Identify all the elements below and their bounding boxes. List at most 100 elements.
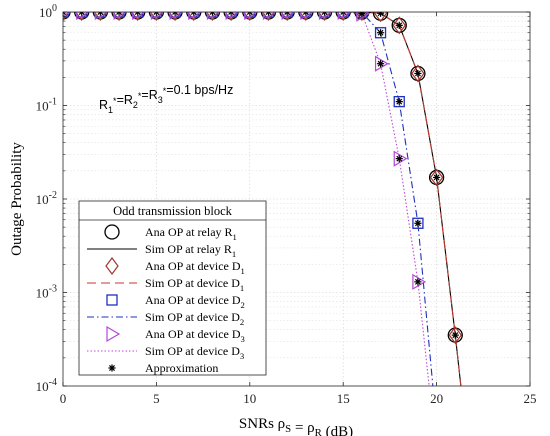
y-tick-label: 100	[39, 3, 57, 20]
data-point-ana-op-at-device-d-2	[300, 12, 312, 18]
data-point-approximation	[171, 12, 179, 16]
data-point-approximation	[264, 12, 273, 16]
data-point-ana-op-at-device-d-3	[225, 12, 240, 21]
legend-marker-swatch	[106, 325, 121, 343]
data-point-ana-op-at-device-d-1	[130, 12, 145, 21]
data-point-ana-op-at-device-d-3	[150, 12, 165, 21]
data-point-approximation	[395, 155, 403, 163]
asterisk-stroke	[63, 12, 66, 15]
legend-label: Sim OP at device D2	[145, 310, 244, 327]
asterisk-stroke	[433, 174, 440, 181]
asterisk-stroke	[286, 12, 291, 15]
asterisk-stroke	[230, 12, 235, 15]
data-point-ana-op-at-device-d-2	[374, 27, 387, 39]
data-point-ana-op-at-device-d-2	[412, 217, 424, 229]
data-point-ana-op-at-relay-r-1	[242, 12, 258, 20]
asterisk-stroke	[358, 12, 365, 17]
y-tick-label: 10-4	[36, 377, 57, 394]
data-point-approximation	[414, 69, 422, 78]
asterisk-stroke	[396, 155, 403, 162]
asterisk-stroke	[246, 12, 251, 15]
asterisk-stroke	[136, 12, 141, 15]
asterisk-stroke	[321, 12, 326, 15]
series-line-sim-op-at-device-d-1	[63, 12, 462, 386]
asterisk-stroke	[265, 12, 270, 15]
data-point-ana-op-at-device-d-3	[76, 12, 90, 21]
asterisk-stroke	[78, 12, 83, 15]
legend-box	[78, 200, 267, 376]
data-point-ana-op-at-device-d-3	[113, 12, 128, 21]
asterisk-stroke	[80, 12, 85, 15]
data-point-ana-op-at-device-d-1	[112, 12, 126, 21]
data-point-ana-op-at-device-d-2	[244, 12, 256, 18]
asterisk-stroke	[284, 12, 289, 15]
legend-title: Odd transmission block	[113, 204, 232, 218]
data-point-ana-op-at-relay-r-1	[223, 12, 239, 20]
data-point-ana-op-at-device-d-1	[93, 12, 108, 21]
legend-entry: Approximation	[108, 361, 218, 375]
legend-entry: Sim OP at device D2	[87, 310, 244, 327]
asterisk-stroke	[172, 12, 176, 15]
data-point-ana-op-at-device-d-1	[411, 64, 425, 83]
data-point-approximation	[320, 12, 329, 16]
data-point-approximation	[190, 12, 198, 16]
data-point-approximation	[358, 12, 366, 18]
data-point-ana-op-at-device-d-1	[317, 12, 332, 21]
x-tick-label: 0	[60, 391, 67, 406]
data-point-ana-op-at-device-d-3	[337, 12, 352, 21]
data-point-ana-op-at-device-d-1	[392, 16, 406, 35]
legend-marker-swatch	[105, 257, 119, 275]
asterisk-stroke	[304, 12, 309, 15]
data-point-ana-op-at-device-d-2	[76, 12, 88, 18]
asterisk-stroke	[396, 22, 403, 29]
legend-marker-swatch	[108, 364, 116, 372]
asterisk-stroke	[118, 12, 122, 15]
data-point-ana-op-at-device-d-1	[373, 12, 388, 23]
data-point-approximation	[451, 331, 459, 339]
asterisk-stroke	[97, 12, 102, 15]
data-point-ana-op-at-device-d-1	[429, 168, 444, 187]
asterisk-stroke	[342, 12, 347, 15]
data-point-ana-op-at-device-d-3	[262, 12, 277, 21]
data-point-ana-op-at-device-d-3	[94, 12, 109, 21]
asterisk-stroke	[340, 12, 345, 15]
series-layer	[63, 12, 463, 386]
asterisk-stroke	[211, 12, 216, 15]
data-point-ana-op-at-device-d-2	[281, 12, 293, 18]
legend-label: Sim OP at relay R1	[145, 242, 236, 259]
data-point-approximation	[96, 12, 104, 16]
legend-entry: Ana OP at device D1	[105, 257, 245, 276]
asterisk-stroke	[134, 12, 139, 15]
data-point-ana-op-at-relay-r-1	[130, 12, 146, 20]
asterisk-stroke	[209, 12, 214, 15]
data-point-approximation	[208, 12, 217, 16]
data-point-approximation	[414, 278, 422, 286]
data-point-approximation	[302, 12, 310, 16]
legend-label: Sim OP at device D1	[145, 276, 244, 293]
asterisk-stroke	[99, 12, 104, 15]
data-point-approximation	[78, 12, 86, 16]
data-point-ana-op-at-device-d-2	[393, 95, 405, 108]
x-tick-label: 5	[153, 391, 160, 406]
data-point-approximation	[283, 12, 291, 16]
legend-label: Ana OP at device D3	[145, 327, 245, 344]
asterisk-stroke	[155, 12, 160, 15]
data-point-ana-op-at-device-d-1	[187, 12, 201, 21]
legend-marker-swatch	[106, 294, 118, 306]
asterisk-stroke	[302, 12, 307, 15]
legend-label: Approximation	[145, 361, 218, 375]
legend-marker-swatch	[104, 224, 120, 240]
data-point-ana-op-at-device-d-1	[448, 326, 463, 345]
asterisk-stroke	[323, 12, 328, 15]
data-point-ana-op-at-device-d-1	[280, 12, 294, 21]
x-axis-label: SNRs ρS = ρR (dB)	[239, 416, 353, 436]
asterisk-stroke	[396, 98, 403, 105]
data-point-approximation	[376, 60, 385, 68]
legend-label: Ana OP at device D2	[145, 293, 245, 310]
legend-label: Ana OP at relay R1	[145, 225, 237, 242]
data-point-ana-op-at-device-d-3	[206, 12, 221, 21]
legend: Odd transmission block Ana OP at relay R1…	[78, 200, 267, 376]
annotation-rates: R1*=R2*=R3*=0.1 bps/Hz	[99, 83, 233, 115]
asterisk-stroke	[190, 12, 195, 15]
